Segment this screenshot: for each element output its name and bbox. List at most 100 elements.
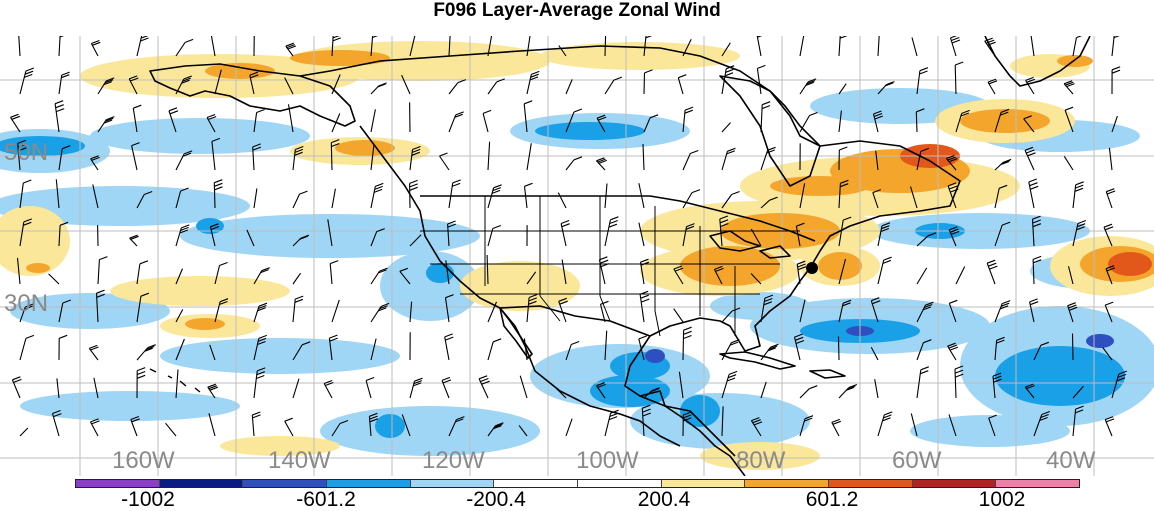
- wind-map[interactable]: 50N 30N 160W 140W 120W 100W 80W 60W 40W: [0, 36, 1154, 476]
- wind-barb: [561, 259, 567, 285]
- wind-barb: [487, 422, 504, 437]
- wind-barb: [1024, 146, 1036, 171]
- wind-barb: [1105, 188, 1116, 209]
- hawaii: [149, 368, 201, 393]
- wind-barb: [838, 110, 842, 133]
- wind-barb: [558, 297, 568, 323]
- wind-barb: [175, 150, 193, 171]
- wind-barb: [93, 377, 99, 399]
- wind-barb: [90, 39, 101, 57]
- colorbar-segment: [158, 480, 243, 487]
- lat-label-30n: 30N: [4, 290, 49, 317]
- wind-barb: [994, 336, 1005, 361]
- wind-barb: [401, 414, 411, 437]
- wind-barb: [175, 187, 189, 209]
- wind-barb: [292, 378, 300, 399]
- wind-barb: [1067, 302, 1078, 323]
- wind-barb: [136, 190, 153, 209]
- wind-barb: [682, 189, 701, 209]
- wind-barb: [409, 36, 416, 57]
- wind-barb: [874, 379, 879, 399]
- wind-barb: [916, 147, 929, 171]
- wind-barb: [799, 111, 818, 133]
- wind-barb: [526, 70, 540, 95]
- wind-barb: [994, 184, 1008, 209]
- wind-barb: [910, 413, 918, 437]
- wind-barb: [58, 334, 68, 361]
- wind-barb: [760, 146, 776, 171]
- wind-barb: [1033, 410, 1050, 437]
- wind-barb: [1103, 223, 1114, 247]
- wind-barb: [598, 256, 610, 285]
- wind-barb: [992, 372, 1002, 399]
- wind-barb: [523, 182, 533, 209]
- colorbar-segment: [828, 480, 912, 487]
- wind-barb: [838, 36, 848, 57]
- station-marker[interactable]: [806, 262, 818, 274]
- wind-barb: [97, 116, 115, 133]
- wind-barb: [721, 339, 740, 361]
- wind-barb: [370, 109, 376, 133]
- lon-label-80w: 80W: [736, 447, 786, 474]
- wind-barb: [54, 100, 65, 133]
- wind-barb: [18, 36, 21, 57]
- wind-barb: [721, 307, 741, 323]
- negative-wind-shading: [0, 88, 1154, 456]
- wind-barb: [1033, 341, 1049, 361]
- wind-barb: [285, 42, 296, 57]
- wind-barb: [206, 113, 217, 133]
- wind-barb: [487, 78, 505, 95]
- wind-barb: [877, 81, 895, 95]
- wind-barb: [643, 36, 653, 57]
- wind-barb: [1031, 215, 1042, 247]
- wind-barb: [760, 381, 767, 399]
- hispaniola: [809, 369, 846, 379]
- wind-barb: [604, 76, 623, 95]
- wind-barb: [796, 260, 807, 285]
- lon-label-60w: 60W: [892, 447, 942, 474]
- colorbar-label: -1002: [121, 488, 175, 511]
- wind-barb: [251, 411, 261, 437]
- wind-barb: [799, 36, 805, 57]
- greenland-coast: [984, 36, 1091, 87]
- wind-barb: [92, 184, 99, 209]
- great-lakes: [709, 230, 791, 259]
- wind-barb: [487, 338, 502, 361]
- wind-barb: [682, 106, 694, 133]
- wind-barb: [911, 37, 918, 57]
- wind-barb: [682, 149, 699, 171]
- wind-barb: [799, 78, 817, 95]
- colorbar-label: 601.2: [805, 488, 859, 511]
- wind-barb: [721, 406, 724, 437]
- wind-barb: [557, 192, 567, 209]
- wind-barb: [97, 77, 115, 95]
- wind-barb: [604, 216, 619, 247]
- wind-barb: [58, 221, 69, 247]
- wind-barb: [292, 190, 308, 209]
- wind-barb: [719, 215, 729, 247]
- wind-barb: [1029, 298, 1039, 323]
- wind-barb: [916, 301, 934, 323]
- wind-barb: [1028, 178, 1039, 209]
- wind-barb: [97, 256, 108, 285]
- wind-barb: [175, 338, 185, 361]
- map-canvas: [0, 36, 1154, 476]
- wind-barb: [249, 71, 259, 95]
- wind-barb: [604, 36, 607, 57]
- wind-barb: [639, 290, 650, 323]
- wind-barb: [721, 147, 736, 171]
- wind-barb: [447, 220, 456, 247]
- wind-barb: [10, 113, 21, 133]
- wind-barb: [838, 146, 848, 171]
- wind-barb: [331, 419, 349, 437]
- wind-barb: [56, 378, 60, 399]
- wind-barb: [487, 36, 493, 57]
- wind-barb: [795, 222, 805, 247]
- wind-barb: [750, 417, 763, 437]
- wind-barb: [948, 414, 957, 437]
- wind-barb: [448, 111, 464, 133]
- wind-barb: [596, 382, 606, 399]
- wind-barb: [327, 219, 333, 247]
- graticule: [0, 36, 1154, 476]
- wind-barb: [1104, 416, 1115, 437]
